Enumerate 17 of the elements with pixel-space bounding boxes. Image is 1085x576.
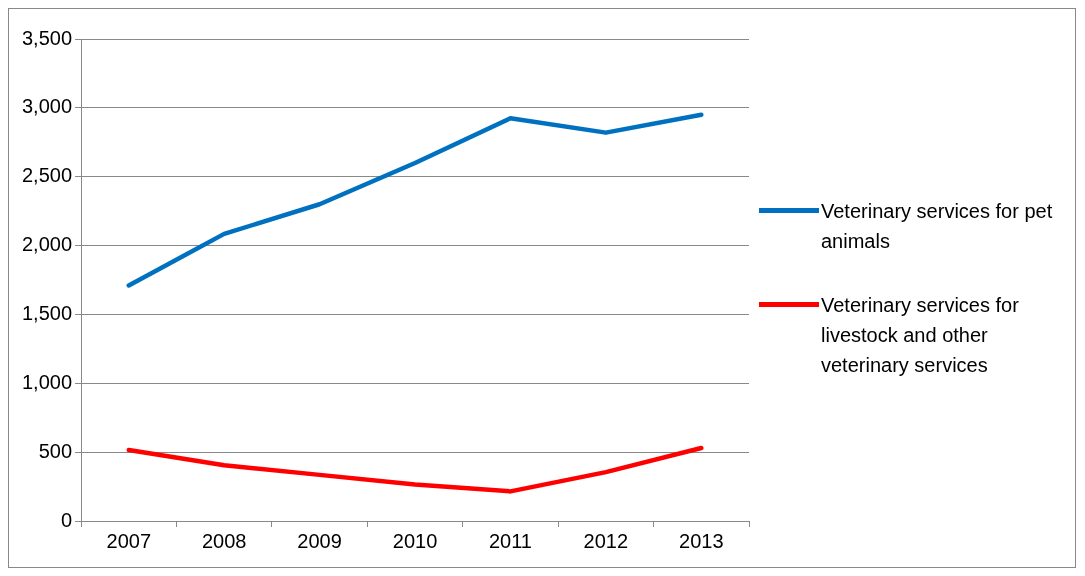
y-tick-label: 500 [38, 439, 73, 462]
x-tick-label: 2009 [297, 529, 342, 552]
x-tick-label: 2011 [488, 529, 532, 552]
x-tick-label: 2013 [679, 529, 724, 552]
x-tick-label: 2010 [392, 529, 438, 552]
legend-label: Veterinary services for pet animals [820, 199, 1054, 254]
legend-label: Veterinary services for livestock and other veterinary services [820, 293, 1020, 378]
x-tick-label: 2007 [106, 529, 152, 552]
x-tick-label: 2012 [583, 529, 629, 552]
y-tick-label: 3,500 [21, 26, 73, 49]
y-tick-label: 2,000 [21, 233, 73, 256]
y-tick-label: 1,500 [21, 301, 73, 324]
y-tick-label: 2,500 [21, 164, 73, 187]
y-tick-label: 3,000 [21, 95, 73, 118]
y-tick-label: 1,000 [21, 370, 73, 393]
y-tick-label: 0 [60, 508, 73, 531]
x-tick-label: 2008 [201, 529, 247, 552]
